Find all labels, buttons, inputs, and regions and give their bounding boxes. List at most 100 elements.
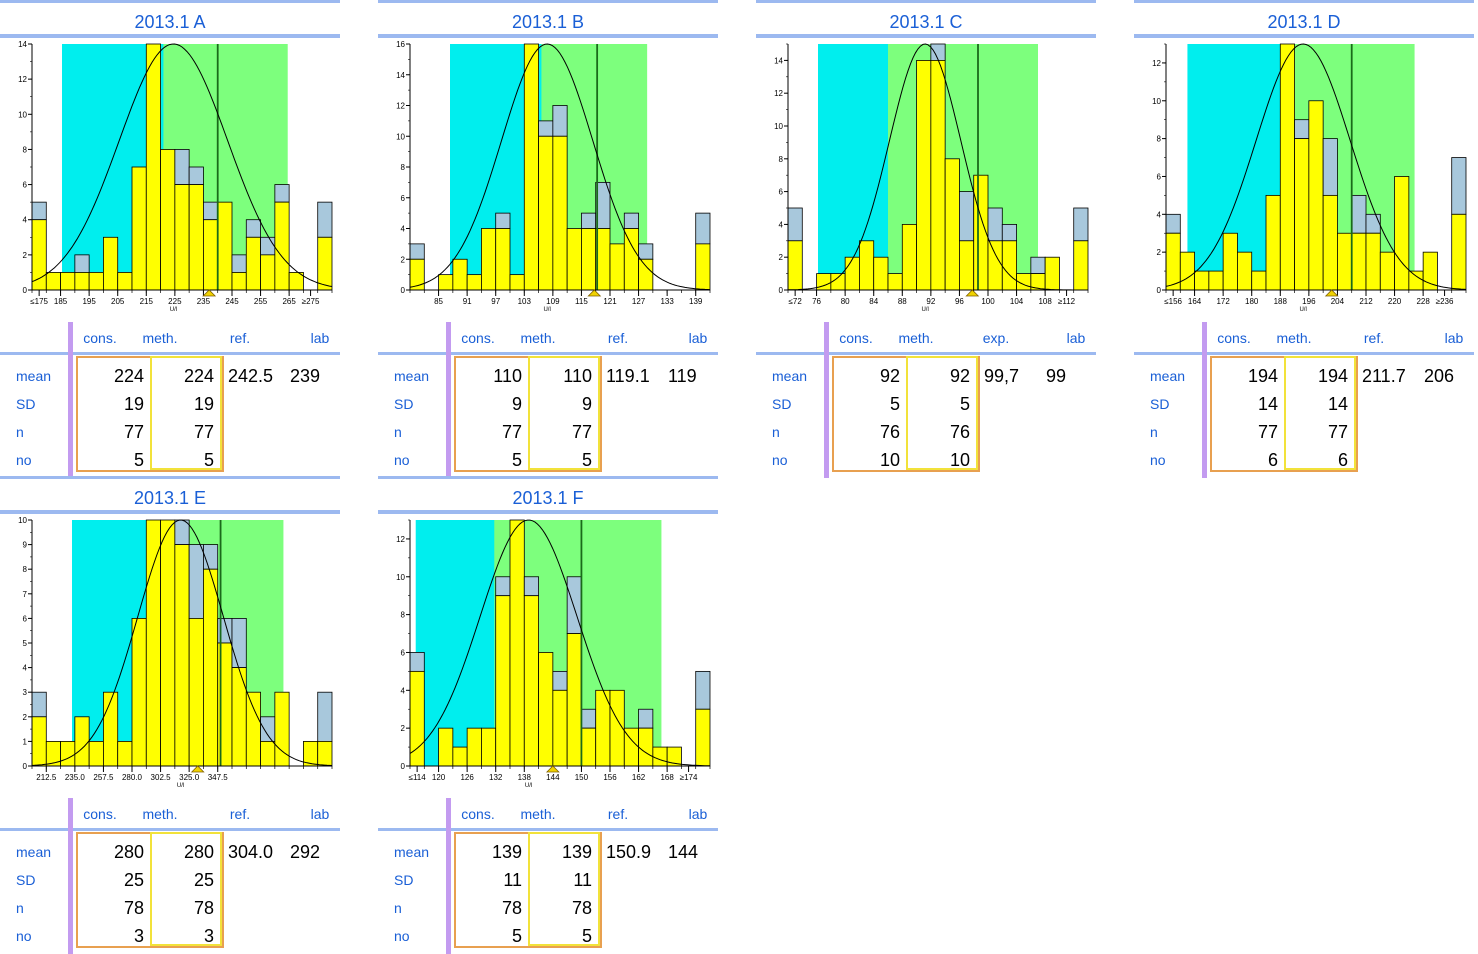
row-label: SD xyxy=(16,872,36,888)
x-tick-label: 302.5 xyxy=(151,773,172,782)
x-tick-label: 133 xyxy=(660,297,674,306)
bar-same-method xyxy=(609,243,625,291)
consensus-value: 5 xyxy=(511,926,522,946)
bar-same-method xyxy=(787,240,803,291)
bar-other-method xyxy=(695,212,711,245)
row-label: n xyxy=(16,424,24,440)
x-tick-label: 156 xyxy=(603,773,617,782)
bar-other-method xyxy=(260,236,276,256)
bar-same-method xyxy=(217,201,233,291)
x-tick-label: 215 xyxy=(140,297,154,306)
bar-other-method xyxy=(987,207,1003,242)
bar-same-method xyxy=(1408,270,1424,291)
lab-value: 292 xyxy=(290,842,321,862)
bar-same-method xyxy=(174,544,190,767)
row-label: mean xyxy=(16,368,52,384)
consensus-value: 224 xyxy=(113,366,144,386)
x-axis-unit: U/l xyxy=(543,307,550,313)
y-tick-label: 4 xyxy=(401,225,406,234)
panel-title-rule xyxy=(0,34,340,38)
consensus-value: 5 xyxy=(133,450,144,470)
normal-curve xyxy=(31,519,333,766)
bar-same-method xyxy=(1308,100,1324,291)
bar-same-method xyxy=(160,149,176,291)
x-tick-label: 265 xyxy=(282,297,296,306)
bar-other-method xyxy=(231,618,247,669)
bar-same-method xyxy=(987,240,1003,291)
y-tick-label: 5 xyxy=(23,639,28,648)
y-tick-label: 4 xyxy=(23,664,28,673)
bar-same-method xyxy=(566,228,582,291)
column-header: meth. xyxy=(142,806,178,822)
bar-other-method xyxy=(260,716,276,742)
x-tick-label: ≤156 xyxy=(1164,297,1182,306)
bar-same-method xyxy=(466,274,482,291)
method-value: 77 xyxy=(1327,422,1348,442)
bar-same-method xyxy=(188,618,204,767)
x-axis-unit: U/l xyxy=(525,783,532,789)
bar-same-method xyxy=(203,568,219,767)
bar-same-method xyxy=(1073,240,1089,291)
bar-same-method xyxy=(944,158,960,291)
bar-same-method xyxy=(930,59,946,291)
bar-same-method xyxy=(60,272,76,291)
y-tick-label: 6 xyxy=(23,181,28,190)
method-box xyxy=(906,356,978,470)
row-label: no xyxy=(16,928,32,944)
lab-result-marker xyxy=(965,289,980,297)
y-tick-label: 0 xyxy=(401,286,406,295)
x-tick-label: 172 xyxy=(1216,297,1230,306)
bar-other-method xyxy=(31,691,47,718)
table-divider xyxy=(824,322,829,478)
method-value: 92 xyxy=(949,366,970,386)
column-header: ref. xyxy=(229,330,251,346)
x-tick-label: 212.5 xyxy=(36,773,57,782)
x-tick-label: 347.5 xyxy=(208,773,229,782)
lab-value: 239 xyxy=(290,366,321,386)
bar-other-method xyxy=(203,201,219,221)
bar-other-method xyxy=(930,43,946,61)
x-tick-label: 84 xyxy=(869,297,878,306)
bar-same-method xyxy=(509,274,525,291)
x-tick-label: ≤72 xyxy=(788,297,802,306)
normal-curve xyxy=(1165,43,1467,290)
bar-other-method xyxy=(638,708,654,729)
method-value: 25 xyxy=(193,870,214,890)
bar-other-method xyxy=(203,544,219,570)
bar-other-method xyxy=(1165,213,1181,234)
x-tick-label: 109 xyxy=(546,297,560,306)
x-tick-label: 212 xyxy=(1359,297,1373,306)
panel-top-rule xyxy=(0,476,340,479)
lab-value: 119 xyxy=(668,366,697,386)
method-value: 76 xyxy=(949,422,970,442)
column-header: meth. xyxy=(142,330,178,346)
bar-same-method xyxy=(901,223,917,291)
bar-other-method xyxy=(1322,138,1338,196)
bar-same-method xyxy=(203,219,219,291)
y-tick-label: 12 xyxy=(396,102,405,111)
bar-same-method xyxy=(160,519,176,767)
header-rule xyxy=(756,352,1096,355)
bar-same-method xyxy=(523,595,539,767)
bar-other-method xyxy=(409,652,425,672)
y-tick-label: 6 xyxy=(23,614,28,623)
lab-result-marker xyxy=(1324,289,1339,297)
table-divider xyxy=(1202,322,1207,478)
row-label: mean xyxy=(1150,368,1186,384)
panel-top-rule xyxy=(756,0,1096,3)
method-box xyxy=(528,356,600,470)
bar-same-method xyxy=(245,236,261,291)
x-tick-label: 225 xyxy=(168,297,182,306)
row-label: SD xyxy=(394,872,414,888)
column-header: lab xyxy=(688,806,708,822)
column-header: lab xyxy=(688,330,708,346)
bar-same-method xyxy=(74,716,90,767)
y-tick-label: 2 xyxy=(401,255,406,264)
bar-other-method xyxy=(31,201,47,221)
method-value: 110 xyxy=(563,366,592,386)
row-label: SD xyxy=(1150,396,1170,412)
bar-same-method xyxy=(45,740,61,767)
y-tick-label: 6 xyxy=(779,188,784,197)
y-tick-label: 2 xyxy=(779,253,784,262)
x-tick-label: 104 xyxy=(1010,297,1024,306)
